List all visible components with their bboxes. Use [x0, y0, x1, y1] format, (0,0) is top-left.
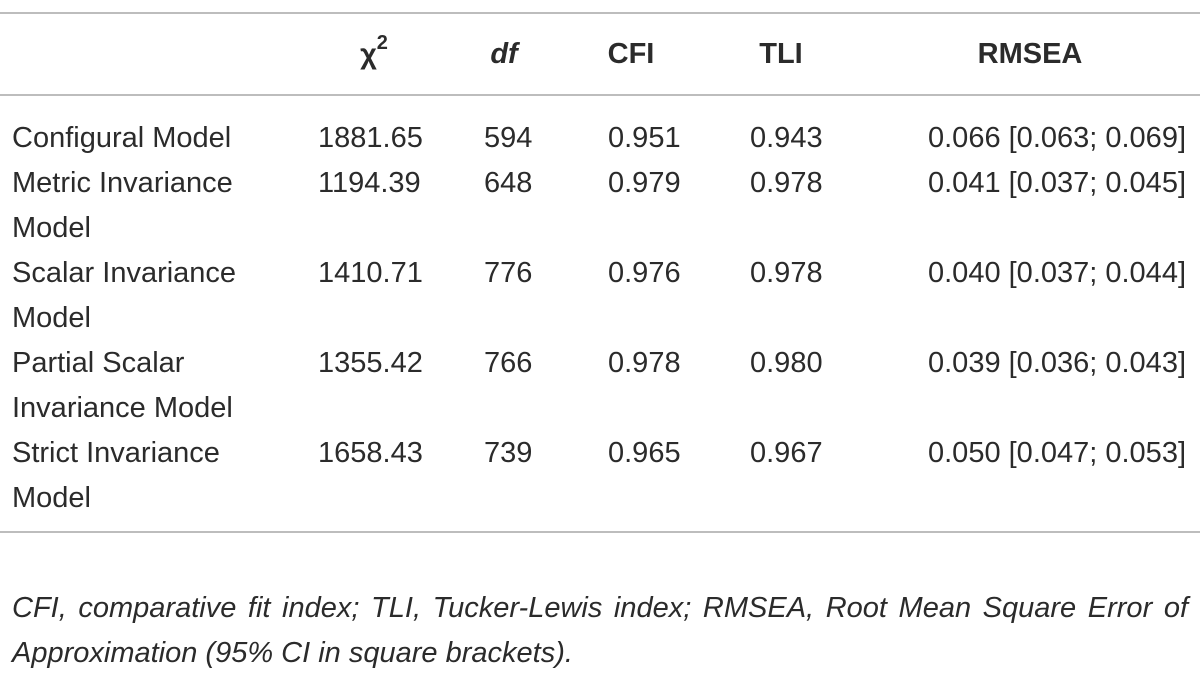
chi-symbol: χ	[360, 38, 377, 71]
cell-model: Scalar Invariance Model	[12, 257, 237, 334]
header-chi-square: χ2	[300, 13, 448, 95]
cell-cfi: 0.978	[608, 347, 681, 379]
table-footnote: CFI, comparative fit index; TLI, Tucker-…	[12, 592, 1188, 669]
cell-chi2: 1658.43	[318, 437, 423, 469]
cell-df: 739	[484, 437, 533, 469]
cell-chi2: 1355.42	[318, 347, 423, 379]
cell-rmsea: 0.066 [0.063; 0.069]	[928, 122, 1186, 154]
cell-chi2: 1194.39	[318, 167, 421, 199]
header-tli: TLI	[759, 37, 803, 70]
cell-model: Metric Invariance Model	[12, 167, 233, 244]
cell-tli: 0.943	[750, 122, 823, 154]
cell-rmsea: 0.041 [0.037; 0.045]	[928, 167, 1186, 199]
header-row: χ2 df CFI TLI RMSEA	[0, 13, 1200, 95]
cell-cfi: 0.976	[608, 257, 681, 289]
table-row: Scalar Invariance Model 1410.71 776 0.97…	[0, 251, 1200, 341]
cell-rmsea: 0.050 [0.047; 0.053]	[928, 437, 1186, 469]
header-df: df	[490, 37, 518, 70]
table-header: χ2 df CFI TLI RMSEA	[0, 13, 1200, 95]
cell-df: 766	[484, 347, 533, 379]
cell-tli: 0.978	[750, 167, 823, 199]
header-model	[0, 13, 300, 95]
table-row: Partial Scalar Invariance Model 1355.42 …	[0, 341, 1200, 431]
cell-chi2: 1881.65	[318, 122, 423, 154]
chi-power: 2	[376, 32, 388, 55]
header-cfi: CFI	[607, 37, 655, 70]
cell-rmsea: 0.040 [0.037; 0.044]	[928, 257, 1186, 289]
cell-cfi: 0.979	[608, 167, 681, 199]
cell-df: 594	[484, 122, 533, 154]
cell-cfi: 0.951	[608, 122, 681, 154]
cell-model: Partial Scalar Invariance Model	[12, 347, 233, 424]
cell-model: Configural Model	[12, 122, 232, 154]
fit-indices-table: χ2 df CFI TLI RMSEA Configural Model 188…	[0, 12, 1200, 533]
fit-indices-table-container: χ2 df CFI TLI RMSEA Configural Model 188…	[0, 12, 1200, 533]
header-rmsea: RMSEA	[977, 37, 1083, 70]
cell-tli: 0.967	[750, 437, 823, 469]
cell-df: 648	[484, 167, 533, 199]
cell-cfi: 0.965	[608, 437, 681, 469]
table-row: Metric Invariance Model 1194.39 648 0.97…	[0, 161, 1200, 251]
cell-df: 776	[484, 257, 533, 289]
cell-rmsea: 0.039 [0.036; 0.043]	[928, 347, 1186, 379]
table-row: Configural Model 1881.65 594 0.951 0.943…	[0, 95, 1200, 161]
cell-model: Strict Invariance Model	[12, 437, 220, 514]
cell-tli: 0.978	[750, 257, 823, 289]
table-row: Strict Invariance Model 1658.43 739 0.96…	[0, 431, 1200, 532]
cell-tli: 0.980	[750, 347, 823, 379]
cell-chi2: 1410.71	[318, 257, 423, 289]
table-body: Configural Model 1881.65 594 0.951 0.943…	[0, 95, 1200, 532]
